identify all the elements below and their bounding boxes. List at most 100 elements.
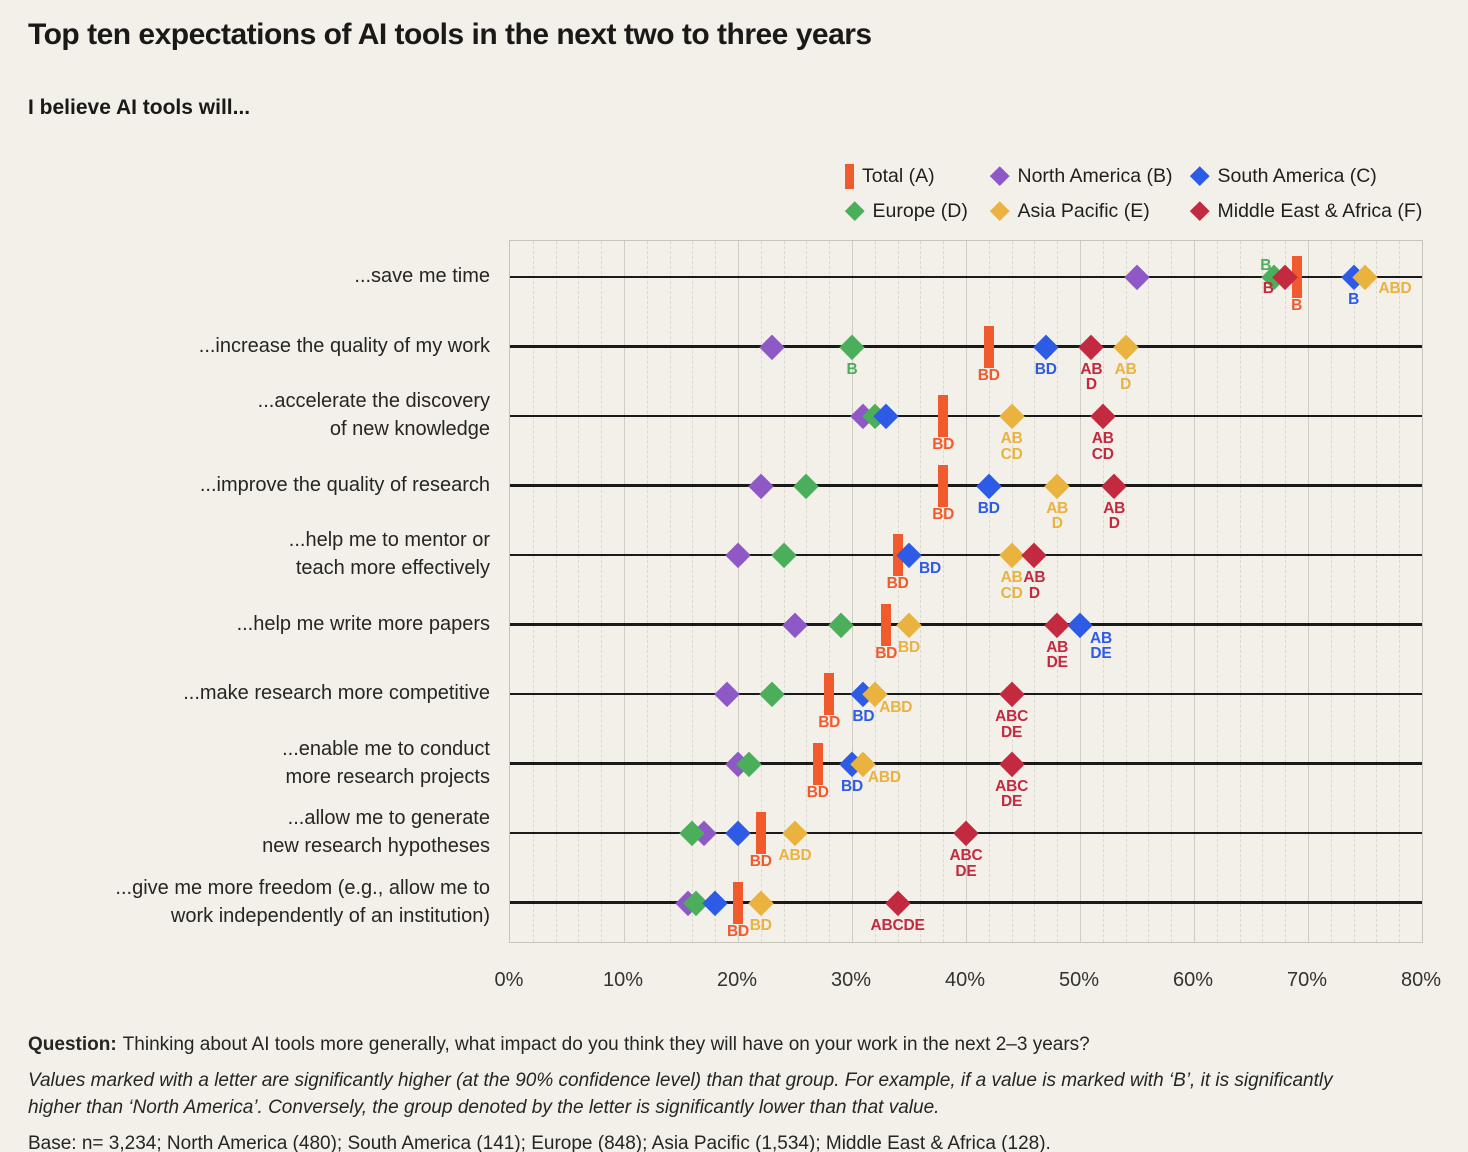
significance-label-F: ABCDE (870, 916, 925, 934)
diamond-marker-C (1033, 334, 1059, 359)
diamond-marker-C (702, 890, 728, 915)
legend-item-B: North America (B) (990, 163, 1172, 189)
x-tick-label: 30% (830, 969, 872, 991)
diamond-marker-F (885, 890, 910, 915)
significance-label-E: ABD (778, 847, 812, 864)
legend-label: South America (C) (1217, 164, 1377, 187)
significance-label-D: B (1260, 257, 1272, 274)
significance-label-A: BD (977, 366, 1000, 384)
question-text: Thinking about AI tools more generally, … (122, 1034, 1090, 1055)
significance-label-F: AB D (1023, 569, 1046, 602)
minor-gridline (1102, 241, 1104, 942)
major-gridline (624, 241, 625, 942)
legend-item-D: Europe (D) (845, 198, 968, 224)
significance-label-C: BD (1034, 360, 1057, 378)
legend-label: Europe (D) (872, 199, 968, 222)
significance-label-C: BD (919, 560, 941, 577)
significance-label-C: BD (977, 499, 1000, 517)
diamond-marker-B (714, 681, 739, 707)
legend-bar-icon (845, 163, 854, 189)
diamond-marker-F (1090, 403, 1116, 429)
row-axis-line (510, 901, 1422, 904)
diamond-marker-F (999, 751, 1024, 776)
diamond-marker-B (748, 473, 774, 498)
minor-gridline (988, 241, 990, 942)
row-axis-line (510, 692, 1422, 696)
bar-marker-A (983, 325, 994, 368)
bar-marker-A (824, 673, 835, 715)
minor-gridline (715, 241, 717, 942)
diamond-marker-E (999, 542, 1024, 568)
significance-label-E: BD (898, 638, 920, 656)
diamond-marker-D (839, 334, 865, 359)
minor-gridline (1353, 241, 1355, 942)
legend-item-F: Middle East & Africa (F) (1190, 198, 1422, 224)
plot-area: B B B ABD B B BD BD AB D AB D BD AB CD AB CD BD BD AB D… (509, 240, 1423, 943)
legend-diamond-icon (1190, 166, 1210, 186)
significance-label-A: BD (886, 575, 909, 592)
row-axis-line (510, 414, 1422, 418)
bar-marker-A (812, 742, 823, 785)
diamond-marker-C (1067, 612, 1093, 637)
significance-label-C: AB DE (1090, 629, 1112, 663)
row-axis-line (510, 762, 1422, 765)
diamond-marker-B (1124, 264, 1150, 290)
minor-gridline (1148, 241, 1150, 942)
significance-label-E: AB CD (1000, 569, 1023, 602)
minor-gridline (1376, 241, 1378, 942)
major-gridline (1080, 241, 1081, 942)
significance-label-A: B (1291, 297, 1303, 314)
diamond-marker-E (999, 403, 1024, 429)
chart-subtitle: I believe AI tools will... (28, 96, 251, 119)
minor-gridline (874, 241, 876, 942)
minor-gridline (669, 241, 671, 942)
category-label: ...enable me to conduct more research pr… (282, 737, 490, 788)
minor-gridline (692, 241, 694, 942)
minor-gridline (646, 241, 648, 942)
major-gridline (1194, 241, 1195, 942)
minor-gridline (1262, 241, 1264, 942)
row-axis-line (510, 553, 1422, 557)
diamond-marker-D (759, 681, 785, 707)
significance-label-F: ABC DE (995, 777, 1029, 811)
x-tick-label: 80% (1400, 969, 1442, 991)
diamond-marker-E (896, 612, 922, 637)
bar-marker-A (755, 812, 766, 854)
diamond-marker-F (1022, 542, 1047, 568)
diamond-marker-F (1044, 612, 1070, 637)
significance-label-A: BD (932, 436, 955, 453)
significance-label-C: B (1348, 291, 1360, 308)
significance-label-C: BD (841, 777, 863, 795)
diamond-marker-F (1079, 334, 1104, 359)
chart-title: Top ten expectations of AI tools in the … (28, 18, 872, 51)
diamond-marker-F (999, 681, 1024, 707)
minor-gridline (1330, 241, 1332, 942)
category-label: ...allow me to generate new research hyp… (262, 807, 490, 857)
legend-label: Middle East & Africa (F) (1217, 199, 1423, 222)
diamond-marker-E (1044, 473, 1070, 498)
minor-gridline (760, 241, 762, 942)
significance-label-A: BD (749, 853, 772, 870)
x-tick-label: 20% (716, 969, 758, 991)
row-axis-line (510, 623, 1422, 626)
question-line: Question: Thinking about AI tools more ge… (28, 1032, 1358, 1059)
significance-label-C: BD (852, 708, 875, 725)
category-label: ...improve the quality of research (199, 473, 490, 496)
diamond-marker-B (759, 334, 785, 359)
significance-label-D: B (846, 360, 858, 378)
diamond-marker-D (828, 612, 853, 637)
x-tick-label: 50% (1058, 969, 1100, 991)
category-label: ...give me more freedom (e.g., allow me … (115, 876, 490, 927)
row-axis-line (510, 275, 1422, 279)
minor-gridline (1239, 241, 1241, 942)
legend-diamond-icon (990, 201, 1010, 221)
significance-label-A: BD (932, 505, 955, 523)
minor-gridline (806, 241, 808, 942)
major-gridline (852, 241, 853, 942)
legend-item-E: Asia Pacific (E) (990, 198, 1150, 224)
minor-gridline (783, 241, 785, 942)
minor-gridline (1171, 241, 1173, 942)
significance-label-F: AB D (1080, 360, 1103, 394)
category-label: ...help me write more papers (236, 612, 490, 635)
